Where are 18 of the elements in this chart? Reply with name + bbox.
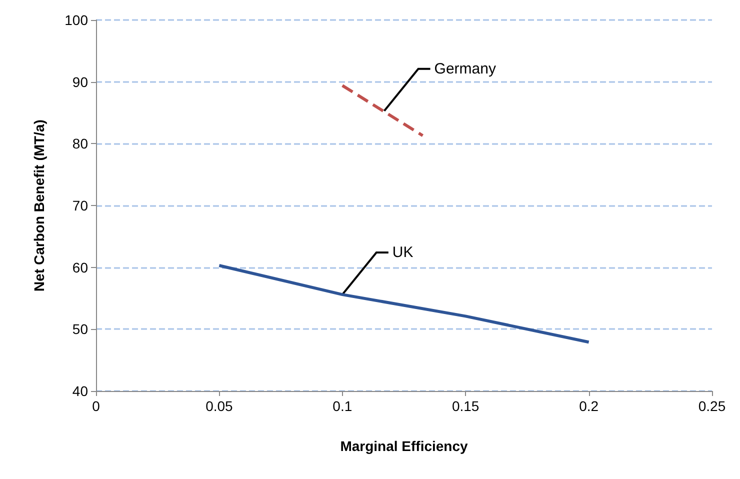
x-axis-title: Marginal Efficiency <box>340 438 468 454</box>
y-tick-label: 100 <box>64 12 88 28</box>
y-tick-label: 50 <box>72 321 88 338</box>
line-series <box>218 264 590 344</box>
x-tick-label: 0 <box>92 398 100 414</box>
y-tick-label: 40 <box>72 383 88 399</box>
y-tick-label: 90 <box>72 74 88 90</box>
x-tick-label: 0.05 <box>206 398 234 414</box>
y-tick-label: 80 <box>72 136 88 152</box>
x-tick-label: 0.1 <box>332 398 352 414</box>
y-tick-label: 70 <box>72 198 88 214</box>
annotation: UK <box>392 244 414 262</box>
annotation: Germany <box>434 60 496 78</box>
y-tick-label: 60 <box>72 259 88 276</box>
x-tick-label: 0.2 <box>579 398 599 414</box>
x-tick-label: 0.25 <box>698 398 726 414</box>
y-axis-title: Net Carbon Benefit (MT/a) <box>31 120 47 292</box>
x-tick-label: 0.15 <box>452 398 480 414</box>
